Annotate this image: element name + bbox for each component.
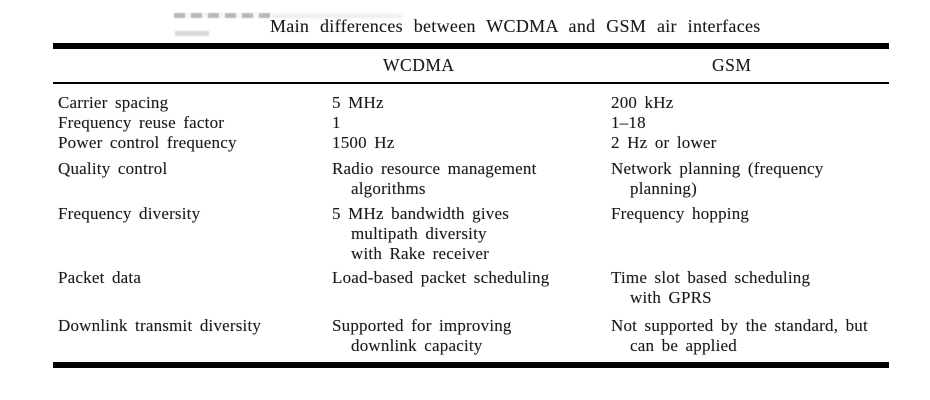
cell-line: 1500 Hz [332, 133, 395, 152]
table-caption: Main differences between WCDMA and GSM a… [270, 16, 761, 36]
table-row: Quality control Radio resource managemen… [53, 159, 889, 199]
feature-cell: Power control frequency [58, 133, 237, 152]
cell-line: Load-based packet scheduling [332, 268, 550, 287]
cell-line: can be applied [630, 336, 737, 355]
cell-line: 2 Hz or lower [611, 133, 717, 152]
cell-line: 200 kHz [611, 93, 674, 112]
cell-line: multipath diversity [351, 224, 487, 243]
cell-line: Not supported by the standard, but [611, 316, 868, 335]
table-body: Carrier spacing 5 MHz 200 kHz Frequency … [53, 93, 889, 356]
wcdma-cell: 1 [332, 113, 611, 133]
header-divider-rule [53, 82, 889, 84]
gsm-cell: Network planning (frequency planning) [611, 159, 889, 199]
column-header-gsm: GSM [712, 55, 752, 75]
wcdma-cell: 5 MHz bandwidth gives multipath diversit… [332, 204, 611, 264]
column-header-wcdma: WCDMA [383, 55, 455, 75]
table-row: Carrier spacing 5 MHz 200 kHz [53, 93, 889, 113]
cell-line: 1–18 [611, 113, 646, 132]
table-row: Power control frequency 1500 Hz 2 Hz or … [53, 133, 889, 153]
wcdma-cell: Load-based packet scheduling [332, 268, 611, 308]
table-row: Frequency diversity 5 MHz bandwidth give… [53, 204, 889, 264]
scan-artifact [175, 31, 209, 36]
wcdma-cell: 1500 Hz [332, 133, 611, 153]
table-bottom-rule [53, 362, 889, 368]
gsm-cell: Time slot based scheduling with GPRS [611, 268, 889, 308]
gsm-cell: 2 Hz or lower [611, 133, 889, 153]
gsm-cell: 1–18 [611, 113, 889, 133]
cell-line: 5 MHz bandwidth gives [332, 204, 510, 223]
gsm-cell: Not supported by the standard, but can b… [611, 316, 889, 356]
feature-cell: Quality control [58, 159, 168, 178]
feature-cell: Frequency reuse factor [58, 113, 225, 132]
cell-line: Frequency hopping [611, 204, 750, 223]
table-row: Downlink transmit diversity Supported fo… [53, 316, 889, 356]
table-row: Packet data Load-based packet scheduling… [53, 268, 889, 308]
cell-line: Time slot based scheduling [611, 268, 811, 287]
feature-cell: Downlink transmit diversity [58, 316, 262, 335]
wcdma-cell: 5 MHz [332, 93, 611, 113]
gsm-cell: Frequency hopping [611, 204, 889, 264]
feature-cell: Frequency diversity [58, 204, 201, 223]
table-top-rule [53, 43, 889, 49]
cell-line: 1 [332, 113, 341, 132]
scan-artifact [174, 13, 270, 18]
gsm-cell: 200 kHz [611, 93, 889, 113]
feature-cell: Carrier spacing [58, 93, 169, 112]
cell-line: with GPRS [630, 288, 712, 307]
cell-line: algorithms [351, 179, 426, 198]
cell-line: with Rake receiver [351, 244, 489, 263]
cell-line: Radio resource management [332, 159, 537, 178]
wcdma-cell: Supported for improving downlink capacit… [332, 316, 611, 356]
cell-line: downlink capacity [351, 336, 483, 355]
wcdma-cell: Radio resource management algorithms [332, 159, 611, 199]
cell-line: Network planning (frequency [611, 159, 824, 178]
cell-line: Supported for improving [332, 316, 512, 335]
table-row: Frequency reuse factor 1 1–18 [53, 113, 889, 133]
cell-line: 5 MHz [332, 93, 384, 112]
feature-cell: Packet data [58, 268, 142, 287]
cell-line: planning) [630, 179, 697, 198]
